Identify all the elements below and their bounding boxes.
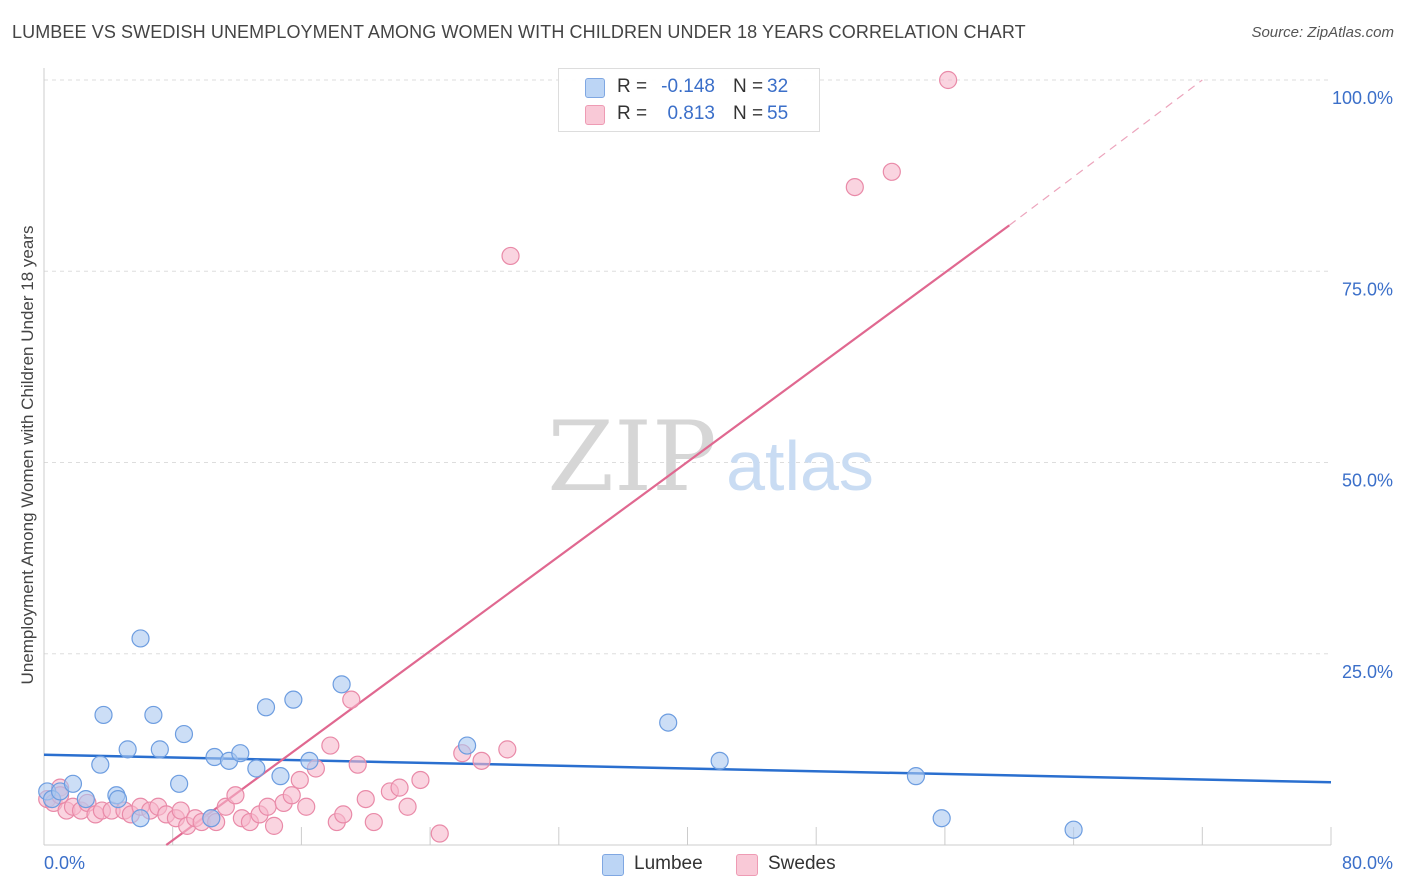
stats-legend: R = -0.148 N = 32 R = 0.813 N = 55	[558, 68, 820, 132]
swedes-point	[282, 786, 301, 805]
swedes-point	[845, 178, 864, 197]
n-value: 32	[767, 76, 789, 97]
y-tick-label: 75.0%	[1342, 279, 1393, 299]
lumbee-point	[247, 759, 266, 778]
swedes-point	[364, 812, 383, 832]
lumbee-trend-line	[43, 753, 1332, 784]
swedes-trend-line	[165, 224, 1010, 846]
x-tick-label: 0.0%	[44, 853, 85, 873]
series-legend: Lumbee Swedes	[0, 852, 1406, 878]
lumbee-point	[174, 724, 194, 744]
swedes-point	[258, 797, 277, 816]
lumbee-point	[150, 740, 169, 759]
lumbee-point	[710, 751, 729, 770]
swedes-point	[356, 789, 375, 809]
lumbee-point	[170, 774, 189, 793]
lumbee-point	[256, 698, 276, 717]
watermark: ZIP atlas	[547, 401, 874, 513]
watermark-atlas: atlas	[726, 427, 874, 505]
r-label: R =	[617, 103, 648, 124]
x-tick-label: 80.0%	[1342, 853, 1393, 873]
lumbee-point	[131, 629, 150, 648]
lumbee-point	[144, 705, 163, 725]
lumbee-point	[94, 705, 113, 725]
n-label: N =	[733, 103, 764, 124]
r-value: -0.148	[661, 76, 715, 97]
lumbee-point	[271, 767, 290, 786]
lumbee-point	[932, 809, 951, 828]
lumbee-point	[63, 774, 83, 793]
source-note: Source: ZipAtlas.com	[1251, 24, 1394, 41]
swedes-point	[334, 805, 353, 824]
lumbee-point	[108, 789, 128, 809]
swedes-point	[390, 778, 409, 797]
tick-labels: 100.0% 75.0% 50.0% 25.0% 0.0% 80.0%	[44, 88, 1393, 873]
axes	[43, 68, 1331, 846]
swedes-point	[498, 740, 517, 759]
swedes-point	[348, 755, 367, 774]
swedes-point	[321, 736, 340, 755]
lumbee-point	[202, 809, 221, 828]
lumbee-point	[659, 713, 678, 732]
y-tick-label: 50.0%	[1342, 471, 1393, 491]
lumbee-point	[458, 736, 477, 755]
swedes-point	[411, 770, 430, 790]
n-label: N =	[733, 76, 764, 97]
lumbee-point	[906, 767, 926, 786]
lumbee-point	[91, 755, 110, 774]
legend-row-swedes: R = 0.813 N = 55	[559, 101, 819, 127]
swedes-legend-swatch	[736, 854, 758, 876]
swedes-point	[342, 690, 361, 709]
swedes-swatch	[585, 105, 605, 125]
chart-title: LUMBEE VS SWEDISH UNEMPLOYMENT AMONG WOM…	[12, 22, 1026, 42]
swedes-point	[297, 797, 316, 816]
swedes-legend-label: Swedes	[768, 853, 836, 874]
lumbee-point	[231, 744, 250, 763]
lumbee-legend-label: Lumbee	[634, 853, 703, 874]
lumbee-legend-swatch	[602, 854, 624, 876]
lumbee-point	[131, 809, 150, 828]
lumbee-point	[300, 751, 319, 770]
swedes-point	[501, 246, 520, 266]
swedes-point	[226, 786, 245, 805]
lumbee-point	[76, 789, 95, 809]
swedes-point	[290, 770, 309, 790]
data-points	[38, 70, 1083, 843]
swedes-point	[472, 751, 491, 770]
lumbee-point	[118, 740, 137, 759]
swedes-point	[882, 162, 901, 181]
y-tick-label: 25.0%	[1342, 662, 1393, 682]
swedes-point	[939, 70, 958, 90]
lumbee-point	[332, 675, 351, 694]
y-tick-label: 100.0%	[1332, 88, 1393, 108]
legend-row-lumbee: R = -0.148 N = 32	[559, 74, 819, 100]
swedes-point	[171, 801, 190, 820]
swedes-trend-extension	[1008, 79, 1203, 226]
swedes-point	[398, 797, 417, 816]
r-label: R =	[617, 76, 648, 97]
r-value: 0.813	[667, 103, 715, 124]
lumbee-swatch	[585, 78, 605, 98]
swedes-point	[430, 824, 449, 843]
n-value: 55	[767, 103, 789, 124]
lumbee-point	[1064, 820, 1083, 839]
lumbee-point	[284, 690, 303, 709]
swedes-point	[264, 816, 284, 835]
trend-lines	[43, 79, 1332, 846]
watermark-zip: ZIP	[547, 401, 716, 513]
